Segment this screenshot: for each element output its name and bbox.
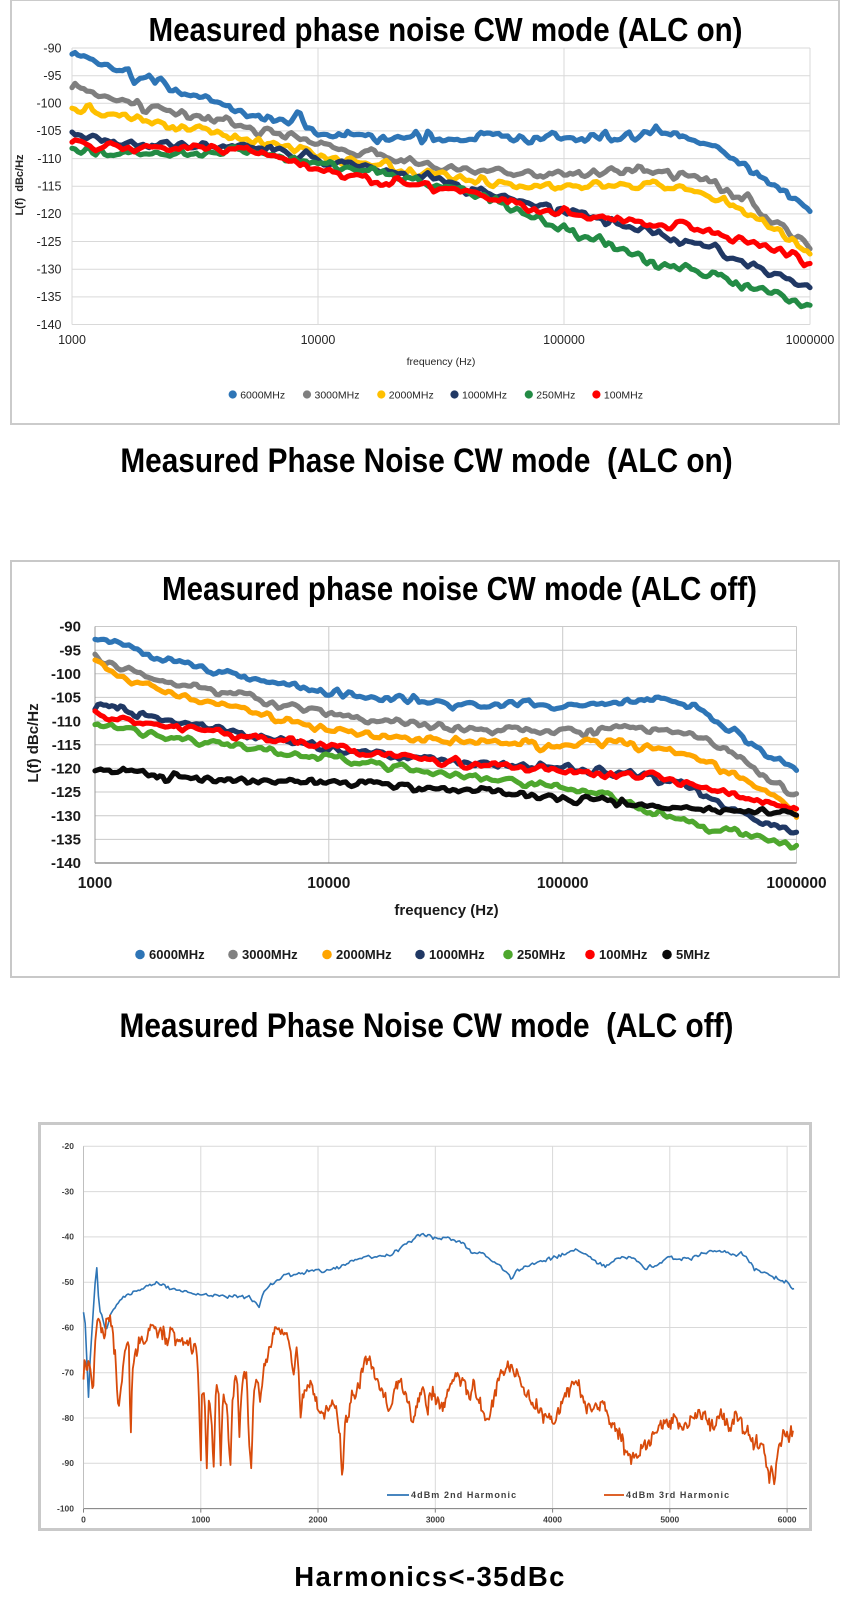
svg-text:4000: 4000 — [543, 1515, 562, 1525]
svg-text:-20: -20 — [62, 1141, 75, 1151]
svg-text:3000MHz: 3000MHz — [315, 390, 360, 402]
svg-text:-90: -90 — [62, 1458, 75, 1468]
svg-text:-115: -115 — [52, 737, 81, 754]
svg-text:3000MHz: 3000MHz — [242, 947, 298, 962]
svg-text:2000: 2000 — [309, 1515, 328, 1525]
svg-text:-100: -100 — [36, 97, 61, 111]
svg-text:100MHz: 100MHz — [604, 390, 643, 402]
svg-text:-120: -120 — [36, 207, 61, 221]
svg-text:10000: 10000 — [307, 875, 350, 892]
svg-text:2000MHz: 2000MHz — [336, 947, 392, 962]
svg-text:frequency (Hz): frequency (Hz) — [407, 356, 476, 368]
svg-text:-105: -105 — [51, 690, 81, 707]
svg-text:-90: -90 — [59, 619, 81, 636]
svg-text:-95: -95 — [43, 69, 61, 83]
svg-text:4dBm 3rd Harmonic: 4dBm 3rd Harmonic — [626, 1490, 730, 1500]
svg-text:3000: 3000 — [426, 1515, 445, 1525]
svg-text:-125: -125 — [51, 784, 81, 801]
svg-text:-60: -60 — [62, 1322, 75, 1332]
svg-text:-140: -140 — [51, 855, 81, 872]
svg-text:10000: 10000 — [301, 333, 336, 347]
svg-text:250MHz: 250MHz — [517, 947, 566, 962]
svg-text:1000: 1000 — [191, 1515, 210, 1525]
svg-text:1000000: 1000000 — [766, 875, 826, 892]
svg-text:1000MHz: 1000MHz — [429, 947, 485, 962]
svg-text:-90: -90 — [43, 41, 61, 55]
svg-text:100000: 100000 — [543, 333, 585, 347]
svg-text:-125: -125 — [36, 235, 61, 249]
svg-text:5MHz: 5MHz — [676, 947, 710, 962]
svg-text:-40: -40 — [62, 1232, 75, 1242]
svg-text:-115: -115 — [37, 180, 61, 194]
svg-text:-130: -130 — [36, 263, 61, 277]
svg-text:6000: 6000 — [778, 1515, 797, 1525]
svg-text:-120: -120 — [51, 761, 81, 778]
svg-text:5000: 5000 — [660, 1515, 679, 1525]
svg-text:frequency (Hz): frequency (Hz) — [394, 902, 498, 919]
svg-text:6000MHz: 6000MHz — [149, 947, 205, 962]
svg-text:-140: -140 — [36, 318, 61, 332]
svg-text:250MHz: 250MHz — [536, 390, 575, 402]
svg-text:-135: -135 — [36, 290, 61, 304]
svg-text:-135: -135 — [51, 832, 81, 849]
svg-text:-30: -30 — [62, 1186, 75, 1196]
svg-text:-70: -70 — [62, 1368, 75, 1378]
svg-text:100MHz: 100MHz — [599, 947, 648, 962]
svg-text:2000MHz: 2000MHz — [389, 390, 434, 402]
svg-text:-80: -80 — [62, 1413, 75, 1423]
svg-text:1000: 1000 — [78, 875, 112, 892]
svg-text:-110: -110 — [37, 152, 61, 166]
svg-text:-50: -50 — [62, 1277, 75, 1287]
svg-text:6000MHz: 6000MHz — [240, 390, 285, 402]
svg-text:L(f) dBc/Hz: L(f) dBc/Hz — [25, 703, 42, 782]
svg-text:100000: 100000 — [537, 875, 589, 892]
svg-text:L(f) dBc/Hz: L(f) dBc/Hz — [14, 154, 26, 216]
svg-text:-130: -130 — [51, 808, 81, 825]
svg-text:1000: 1000 — [58, 333, 86, 347]
svg-text:1000MHz: 1000MHz — [462, 390, 507, 402]
svg-text:0: 0 — [81, 1515, 86, 1525]
svg-text:-105: -105 — [36, 124, 61, 138]
svg-text:-100: -100 — [57, 1503, 74, 1513]
svg-text:-100: -100 — [51, 666, 81, 683]
svg-text:-95: -95 — [59, 642, 81, 659]
svg-text:1000000: 1000000 — [786, 333, 835, 347]
svg-text:-110: -110 — [52, 713, 81, 730]
svg-text:4dBm 2nd Harmonic: 4dBm 2nd Harmonic — [411, 1490, 517, 1500]
